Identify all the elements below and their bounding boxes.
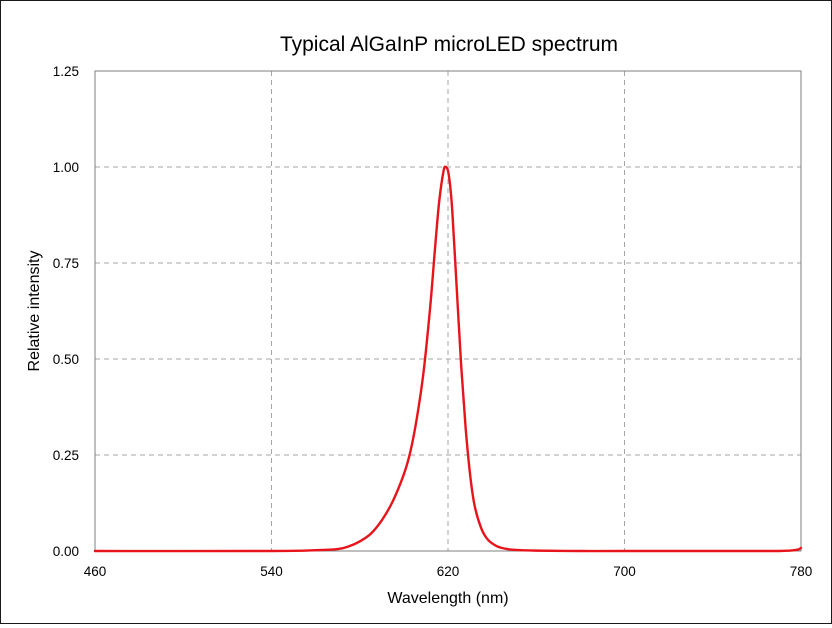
x-tick-label: 620	[437, 564, 460, 579]
gridlines	[95, 71, 801, 551]
x-tick-label: 540	[260, 564, 283, 579]
series-line	[93, 165, 803, 553]
chart-title: Typical AlGaInP microLED spectrum	[280, 33, 618, 56]
x-axis-ticks: 460 540 620 700 780	[84, 564, 813, 579]
y-tick-label: 0.25	[53, 448, 79, 463]
y-axis-label: Relative intensity	[26, 251, 43, 372]
y-axis-ticks: 0.00 0.25 0.50 0.75 1.00 1.25	[53, 64, 79, 559]
y-tick-label: 0.50	[53, 352, 79, 367]
y-tick-label: 0.75	[53, 256, 79, 271]
x-axis-label: Wavelength (nm)	[387, 590, 508, 607]
x-tick-label: 780	[790, 564, 813, 579]
y-tick-label: 1.00	[53, 160, 79, 175]
y-tick-label: 1.25	[53, 64, 79, 79]
plot-area-border	[94, 70, 802, 552]
x-tick-label: 460	[84, 564, 107, 579]
x-tick-label: 700	[613, 564, 636, 579]
y-tick-label: 0.00	[53, 544, 79, 559]
